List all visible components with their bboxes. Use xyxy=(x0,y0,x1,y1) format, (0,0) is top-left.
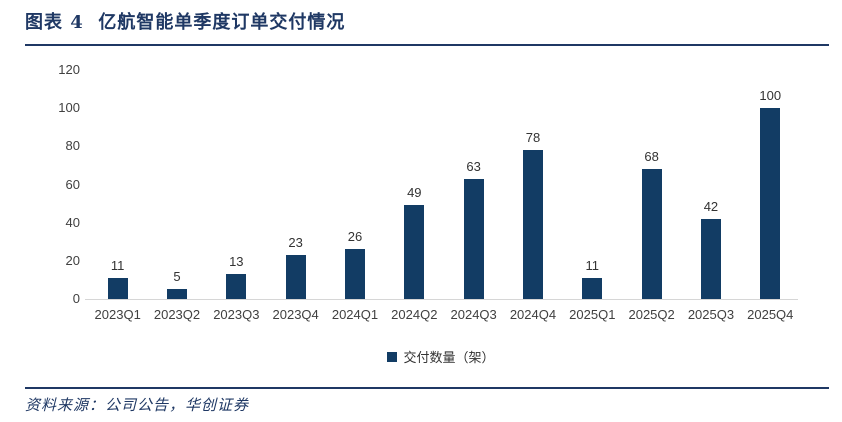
bar xyxy=(226,274,247,299)
y-axis-tick-label: 0 xyxy=(72,291,80,306)
y-axis-tick-label: 20 xyxy=(65,252,80,268)
bar xyxy=(463,179,484,299)
x-axis-category-label: 2024Q2 xyxy=(391,307,438,322)
bar-column: 23 xyxy=(266,70,325,299)
x-axis-category-label: 2025Q4 xyxy=(747,307,794,322)
y-axis-tick-label: 40 xyxy=(65,214,80,230)
x-axis-category-label: 2024Q1 xyxy=(331,307,379,322)
bar-data-label: 78 xyxy=(525,130,541,145)
bar-column: 11 xyxy=(563,70,622,299)
bar xyxy=(285,255,306,299)
bar-data-label: 11 xyxy=(585,258,600,273)
bar xyxy=(760,108,781,299)
bar-data-label: 49 xyxy=(407,185,422,200)
bar xyxy=(641,169,662,299)
bar-data-label: 100 xyxy=(759,88,782,103)
x-axis-category-label: 2023Q4 xyxy=(272,307,319,322)
x-axis-category-label: 2025Q3 xyxy=(687,307,735,322)
bar xyxy=(522,150,543,299)
legend-swatch-icon xyxy=(387,351,398,362)
y-axis-tick-label: 60 xyxy=(65,176,80,192)
bar xyxy=(404,205,425,299)
bar-data-label: 26 xyxy=(347,229,363,244)
bar-column: 5 xyxy=(147,70,206,299)
footer-divider xyxy=(25,387,829,389)
bar-data-label: 5 xyxy=(173,269,181,284)
title-divider xyxy=(25,44,829,46)
bar-column: 78 xyxy=(503,70,562,299)
bar-column: 63 xyxy=(444,70,503,299)
x-axis-labels: 2023Q1 2023Q2 2023Q3 2023Q4 2024Q1 2024Q2 2024… xyxy=(88,307,800,322)
figure-title: 图表 4 亿航智能单季度订单交付情况 xyxy=(25,12,346,33)
y-axis-tick-label: 120 xyxy=(58,62,80,77)
bar xyxy=(582,278,603,299)
x-axis-category-label: 2024Q3 xyxy=(450,307,497,322)
bar-column: 42 xyxy=(681,70,740,299)
x-axis-category-label: 2023Q3 xyxy=(213,307,260,322)
x-axis-category-label: 2023Q2 xyxy=(153,307,201,322)
bar xyxy=(700,219,721,299)
bar xyxy=(344,249,365,299)
bar xyxy=(166,289,187,299)
y-axis-tick-label: 100 xyxy=(58,100,80,116)
y-axis: 0 20 40 60 80 100 120 xyxy=(40,0,80,422)
x-axis-category-label: 2024Q4 xyxy=(509,307,557,322)
bar-data-label: 11 xyxy=(110,258,125,273)
bar-column: 13 xyxy=(207,70,266,299)
bar-chart-plot-area: 11 5 13 23 26 49 63 78 11 68 42 100 xyxy=(88,70,800,299)
bar-column: 68 xyxy=(622,70,681,299)
legend-label: 交付数量（架） xyxy=(403,350,495,365)
bar-data-label: 13 xyxy=(229,254,244,269)
bar-data-label: 23 xyxy=(288,235,303,250)
source-note: 资料来源：公司公告，华创证券 xyxy=(25,396,250,414)
bar-column: 100 xyxy=(741,70,800,299)
bar-column: 11 xyxy=(88,70,147,299)
bar-data-label: 42 xyxy=(703,199,719,214)
x-axis-line xyxy=(85,299,798,300)
bar-data-label: 68 xyxy=(644,149,659,164)
bar xyxy=(107,278,128,299)
x-axis-category-label: 2025Q2 xyxy=(628,307,675,322)
x-axis-category-label: 2025Q1 xyxy=(569,307,616,322)
y-axis-tick-label: 80 xyxy=(65,138,80,154)
bar-data-label: 63 xyxy=(466,159,481,174)
chart-legend: 交付数量（架） xyxy=(85,347,797,366)
bar-column: 49 xyxy=(385,70,444,299)
x-axis-category-label: 2023Q1 xyxy=(94,307,141,322)
bar-column: 26 xyxy=(325,70,384,299)
